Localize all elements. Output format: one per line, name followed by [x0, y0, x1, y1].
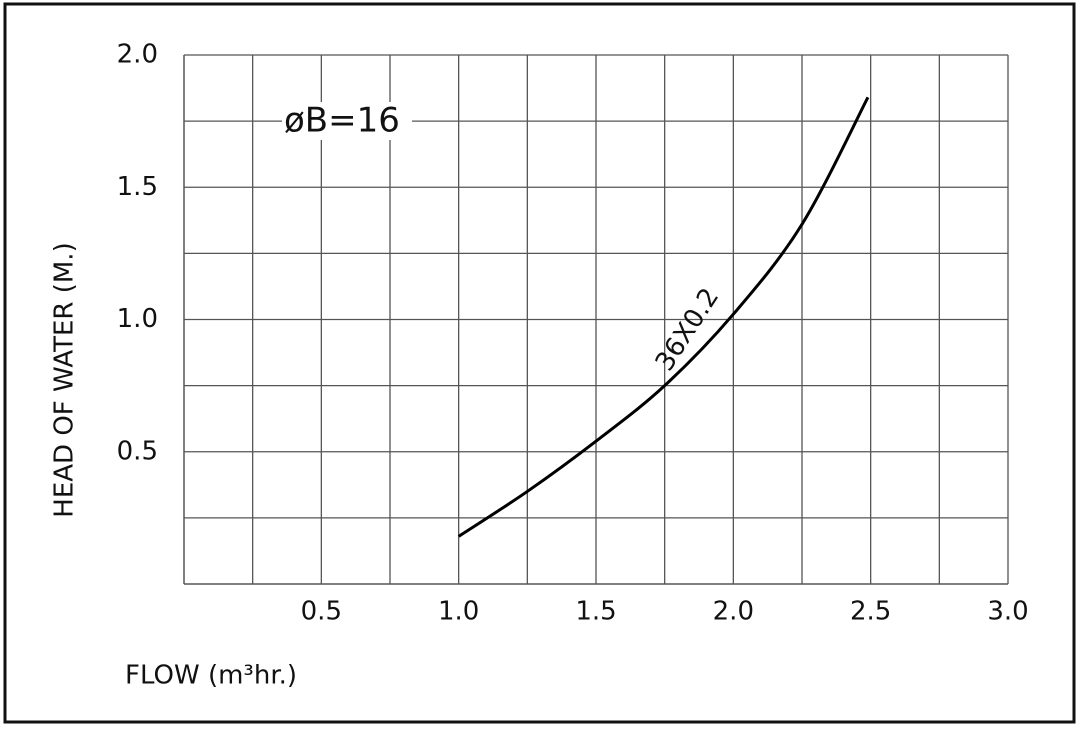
x-tick-label: 2.0 [713, 597, 754, 627]
x-tick-label: 1.0 [438, 597, 479, 627]
x-tick-label: 1.5 [575, 597, 616, 627]
x-tick-label: 0.5 [301, 597, 342, 627]
y-tick-label: 2.0 [117, 40, 158, 70]
x-axis-label: FLOW (m³hr.) [125, 661, 297, 691]
y-tick-label: 0.5 [117, 436, 158, 466]
curve [457, 96, 870, 538]
annotation-bg [282, 102, 412, 140]
x-tick-label: 3.0 [987, 597, 1028, 627]
y-axis-label: HEAD OF WATER (M.) [50, 242, 80, 517]
y-tick-label: 1.0 [117, 304, 158, 334]
y-tick-label: 1.5 [117, 172, 158, 202]
frame [3, 2, 1076, 724]
x-tick-label: 2.5 [850, 597, 891, 627]
annotation: øB=16 [284, 101, 400, 141]
